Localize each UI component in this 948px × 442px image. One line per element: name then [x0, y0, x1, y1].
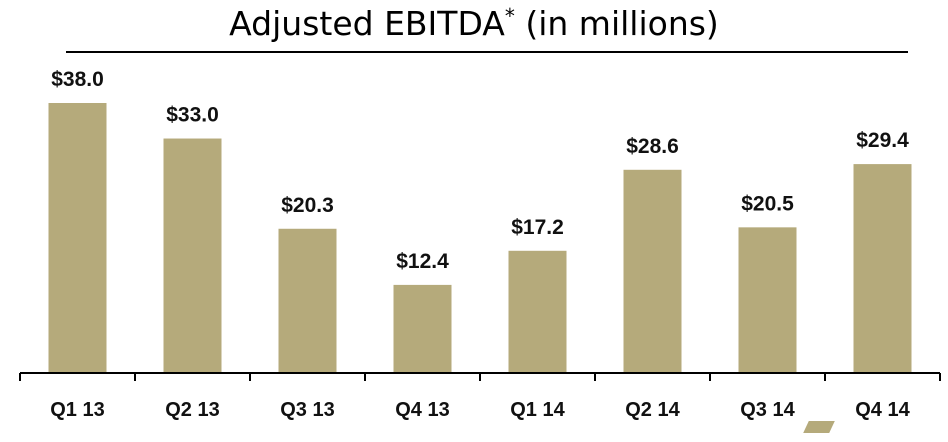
x-axis: Q1 13 Q2 13 Q3 13 Q4 13 Q1 14 Q2 14 Q3 14 Q4 14	[19, 372, 941, 421]
chart-title-suffix: (in millions)	[525, 4, 719, 43]
data-label: $20.3	[281, 194, 334, 217]
bar	[508, 250, 567, 373]
x-tick-label: Q1 14	[510, 399, 565, 421]
chart-title: Adjusted EBITDA* (in millions)	[0, 4, 948, 43]
data-label: $38.0	[51, 68, 104, 91]
x-tick-label: Q3 13	[280, 399, 334, 421]
title-underline	[66, 51, 908, 53]
data-label: $28.6	[626, 135, 679, 158]
x-tick-label: Q2 14	[625, 399, 680, 421]
bar	[393, 284, 452, 373]
bar	[48, 103, 107, 373]
bars-group: $38.0 $33.0 $20.3 $12.4 $17.2 $28.6 $20.5 $29.4	[48, 68, 912, 373]
data-label: $20.5	[741, 192, 794, 215]
data-label: $12.4	[396, 250, 449, 273]
bar	[738, 227, 797, 373]
x-tick-label: Q2 13	[165, 399, 219, 421]
x-tick-label: Q4 14	[855, 399, 910, 421]
chart-title-mark: *	[504, 4, 515, 28]
data-label: $33.0	[166, 104, 219, 127]
x-tick-label: Q3 14	[740, 399, 795, 421]
decorative-shape	[803, 421, 835, 433]
x-tick-label: Q1 13	[50, 399, 104, 421]
bar	[853, 164, 912, 373]
chart-title-text: Adjusted EBITDA	[229, 4, 505, 43]
data-label: $29.4	[856, 129, 909, 152]
bar	[163, 138, 222, 373]
data-label: $17.2	[511, 216, 564, 239]
bar	[623, 169, 682, 373]
x-tick-label: Q4 13	[395, 399, 449, 421]
bar	[278, 228, 337, 373]
